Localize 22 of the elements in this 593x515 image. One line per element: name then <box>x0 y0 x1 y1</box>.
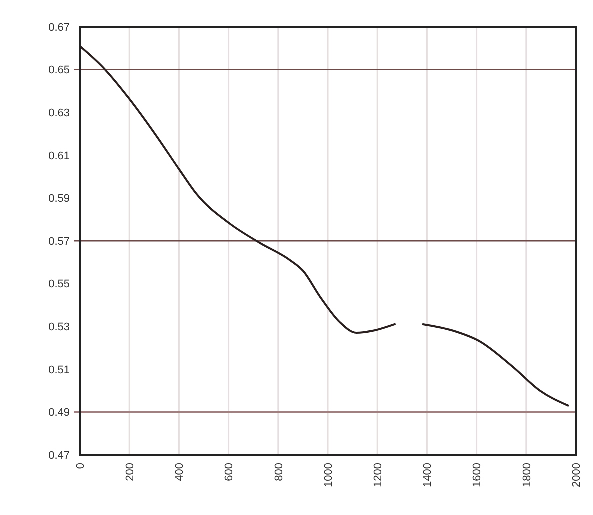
y-tick-label: 0.65 <box>48 64 70 77</box>
x-tick-label: 800 <box>273 463 286 482</box>
x-tick-label: 0 <box>74 463 87 470</box>
x-tick-label: 1200 <box>372 463 384 488</box>
y-tick-label: 0.53 <box>48 321 70 334</box>
x-tick-label: 1600 <box>472 463 484 488</box>
x-tick-label: 1800 <box>521 463 534 488</box>
y-tick-label: 0.59 <box>48 193 70 206</box>
x-tick-label: 2000 <box>570 463 583 488</box>
y-tick-label: 0.63 <box>48 107 70 120</box>
y-tick-label: 0.61 <box>48 150 70 162</box>
x-tick-label: 1400 <box>422 463 434 488</box>
y-tick-label: 0.55 <box>48 278 70 291</box>
y-tick-label: 0.57 <box>48 236 70 248</box>
x-tick-label: 200 <box>124 463 136 482</box>
x-tick-label: 600 <box>224 463 236 482</box>
y-tick-label: 0.67 <box>48 22 70 34</box>
y-tick-label: 0.49 <box>48 407 70 420</box>
y-tick-label: 0.47 <box>48 450 70 462</box>
x-tick-label: 1000 <box>322 463 335 488</box>
y-tick-label: 0.51 <box>48 364 70 376</box>
x-tick-label: 400 <box>174 463 186 482</box>
